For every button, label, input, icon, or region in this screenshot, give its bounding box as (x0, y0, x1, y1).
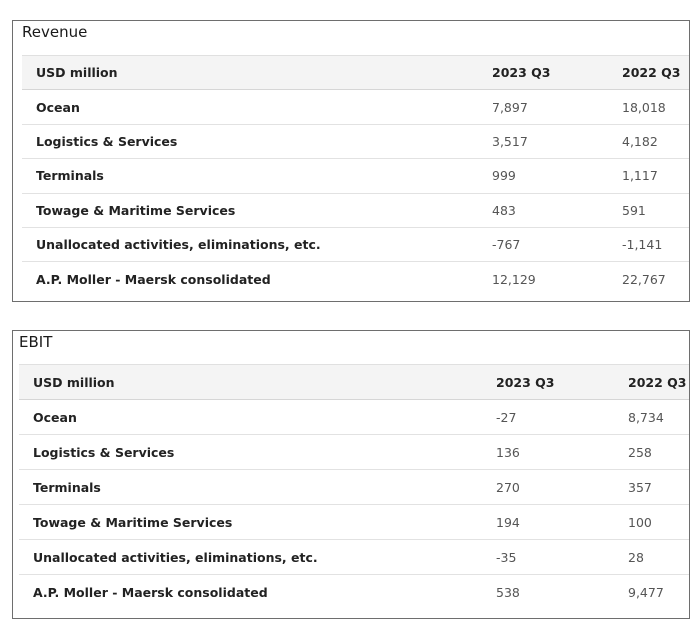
value-2023-q3: 7,897 (492, 99, 528, 115)
table-row: Unallocated activities, eliminations, et… (19, 539, 689, 575)
column-header-2023-q3: 2023 Q3 (496, 374, 555, 390)
row-label: A.P. Moller - Maersk consolidated (33, 584, 268, 600)
row-label: A.P. Moller - Maersk consolidated (36, 271, 271, 287)
column-header-2022-q3: 2022 Q3 (622, 65, 681, 81)
revenue-header-row: USD million 2023 Q3 2022 Q3 (22, 55, 689, 90)
row-label: Unallocated activities, eliminations, et… (33, 549, 318, 565)
row-label: Terminals (33, 479, 101, 495)
row-label: Ocean (36, 99, 80, 115)
value-2023-q3: -35 (496, 549, 517, 565)
value-2022-q3: 8,734 (628, 409, 664, 425)
revenue-table: USD million 2023 Q3 2022 Q3 Ocean 7,897 … (22, 55, 689, 296)
table-row: Terminals 270 357 (19, 469, 689, 505)
value-2022-q3: 4,182 (622, 133, 658, 149)
value-2022-q3: 28 (628, 549, 644, 565)
table-row: Logistics & Services 136 258 (19, 434, 689, 470)
table-row: A.P. Moller - Maersk consolidated 12,129… (22, 261, 689, 296)
value-2023-q3: 483 (492, 202, 516, 218)
value-2023-q3: 999 (492, 168, 516, 184)
row-label: Unallocated activities, eliminations, et… (36, 237, 321, 253)
ebit-panel: EBIT USD million 2023 Q3 2022 Q3 Ocean -… (12, 330, 690, 619)
table-row: Towage & Maritime Services 483 591 (22, 193, 689, 227)
row-label: Towage & Maritime Services (36, 202, 236, 218)
value-2022-q3: 100 (628, 514, 652, 530)
value-2022-q3: 22,767 (622, 271, 666, 287)
column-header-unit: USD million (36, 65, 118, 81)
ebit-table: USD million 2023 Q3 2022 Q3 Ocean -27 8,… (19, 364, 689, 610)
value-2023-q3: 194 (496, 514, 520, 530)
row-label: Ocean (33, 409, 77, 425)
value-2022-q3: 258 (628, 444, 652, 460)
table-row: A.P. Moller - Maersk consolidated 538 9,… (19, 574, 689, 610)
column-header-unit: USD million (33, 374, 115, 390)
row-label: Towage & Maritime Services (33, 514, 233, 530)
revenue-panel: Revenue USD million 2023 Q3 2022 Q3 Ocea… (12, 20, 690, 302)
table-row: Towage & Maritime Services 194 100 (19, 504, 689, 540)
value-2022-q3: 9,477 (628, 584, 664, 600)
value-2023-q3: 538 (496, 584, 520, 600)
column-header-2023-q3: 2023 Q3 (492, 65, 551, 81)
value-2022-q3: 1,117 (622, 168, 658, 184)
value-2022-q3: -1,141 (622, 237, 663, 253)
value-2023-q3: 3,517 (492, 133, 528, 149)
value-2023-q3: 12,129 (492, 271, 536, 287)
table-row: Logistics & Services 3,517 4,182 (22, 124, 689, 158)
ebit-title: EBIT (19, 333, 53, 351)
value-2022-q3: 18,018 (622, 99, 666, 115)
value-2023-q3: -27 (496, 409, 517, 425)
column-header-2022-q3: 2022 Q3 (628, 374, 687, 390)
ebit-header-row: USD million 2023 Q3 2022 Q3 (19, 364, 689, 400)
table-row: Unallocated activities, eliminations, et… (22, 227, 689, 261)
row-label: Logistics & Services (33, 444, 175, 460)
row-label: Logistics & Services (36, 133, 178, 149)
value-2023-q3: 136 (496, 444, 520, 460)
value-2023-q3: 270 (496, 479, 520, 495)
table-row: Ocean 7,897 18,018 (22, 89, 689, 124)
revenue-title: Revenue (22, 23, 88, 41)
value-2023-q3: -767 (492, 237, 521, 253)
value-2022-q3: 591 (622, 202, 646, 218)
value-2022-q3: 357 (628, 479, 652, 495)
table-row: Terminals 999 1,117 (22, 158, 689, 193)
table-row: Ocean -27 8,734 (19, 399, 689, 435)
row-label: Terminals (36, 168, 104, 184)
